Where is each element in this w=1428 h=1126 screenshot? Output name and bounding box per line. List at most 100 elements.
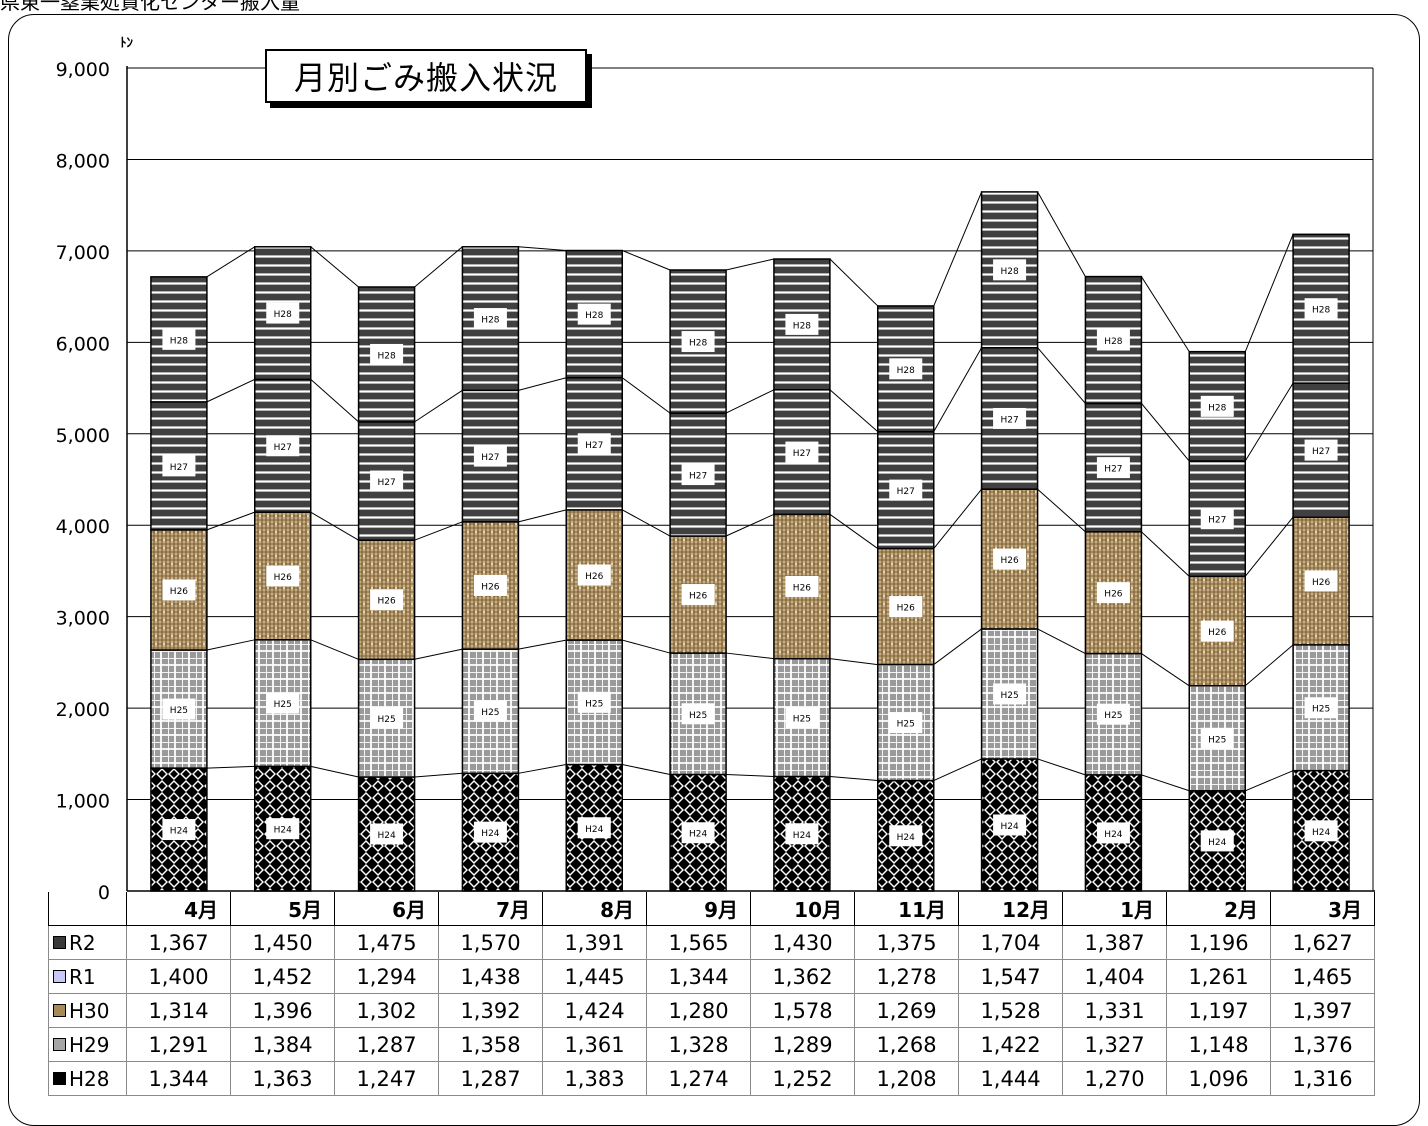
segment-label-box <box>1200 395 1234 417</box>
table-cell: 1,444 <box>958 1061 1063 1096</box>
table-row: R2 1,367 1,450 1,475 1,570 1,391 1,565 1,430 1,3… <box>48 925 1375 960</box>
segment-label: H27 <box>1312 447 1330 457</box>
y-tick-label: 3,000 <box>56 608 110 630</box>
table-row: R1 1,400 1,452 1,294 1,438 1,445 1,344 1,362 1,2… <box>48 959 1375 994</box>
series-line <box>933 191 983 307</box>
x-category-label: 11月 <box>854 892 959 926</box>
segment-label-box <box>889 825 923 847</box>
segment-label: H24 <box>1104 830 1122 840</box>
table-cell: 1,424 <box>542 993 647 1028</box>
segment-label: H28 <box>377 351 395 361</box>
series-line <box>1037 758 1086 776</box>
segment-label-box <box>370 470 404 492</box>
series-line <box>310 378 359 423</box>
series-line <box>414 389 463 423</box>
segment-label: H26 <box>897 604 915 614</box>
segment-label: H28 <box>585 311 603 321</box>
segment-label-box <box>785 313 819 335</box>
x-category-label: 1月 <box>1062 892 1167 926</box>
segment-label-box <box>577 817 611 839</box>
segment-label: H28 <box>793 321 811 331</box>
series-line <box>1141 653 1190 687</box>
table-row: H28 1,344 1,363 1,247 1,287 1,383 1,274 1,252 1,… <box>48 1061 1375 1096</box>
series-line <box>621 377 671 414</box>
table-corner <box>48 892 127 926</box>
series-line <box>206 246 256 278</box>
table-cell: 1,280 <box>646 993 751 1028</box>
x-category-label: 7月 <box>438 892 543 926</box>
segment-label-box <box>993 259 1027 281</box>
segment-label-box <box>785 823 819 845</box>
table-cell: 1,302 <box>334 993 439 1028</box>
series-line <box>1037 488 1086 533</box>
table-cell: 1,465 <box>1270 959 1375 994</box>
series-line <box>206 639 255 651</box>
table-cell: 1,445 <box>542 959 647 994</box>
table-cell: 1,274 <box>646 1061 751 1096</box>
table-cell: 1,565 <box>646 925 751 960</box>
legend-swatch <box>53 935 66 949</box>
segment-label: H24 <box>1312 828 1330 838</box>
segment-label: H28 <box>274 310 292 320</box>
series-line <box>829 389 879 433</box>
series-line <box>518 377 567 391</box>
series-line <box>414 246 463 288</box>
series-line <box>829 658 878 666</box>
legend-swatch <box>53 969 66 983</box>
series-line <box>518 246 567 252</box>
table-cell: 1,475 <box>334 925 439 960</box>
segment-label: H28 <box>481 316 499 326</box>
segment-label-box <box>681 331 715 353</box>
table-cell: 1,196 <box>1166 925 1271 960</box>
segment-label-box <box>1304 820 1338 842</box>
series-line <box>414 521 463 541</box>
segment-label: H27 <box>1000 415 1018 425</box>
segment-label: H24 <box>793 831 811 841</box>
segment-label: H26 <box>274 573 292 583</box>
segment-label-box <box>266 565 300 587</box>
series-line <box>1037 628 1086 654</box>
segment-label: H26 <box>1208 628 1226 638</box>
segment-label-box <box>889 358 923 380</box>
table-cell: 1,383 <box>542 1061 647 1096</box>
series-line <box>206 765 255 769</box>
legend-swatch <box>53 1037 66 1051</box>
segment-label-box <box>370 343 404 365</box>
segment-label: H28 <box>1000 267 1018 277</box>
segment-label: H25 <box>170 706 188 716</box>
segment-label-box <box>577 691 611 713</box>
segment-label: H26 <box>1312 578 1330 588</box>
segment-label-box <box>1304 570 1338 592</box>
table-cell: 1,392 <box>438 993 543 1028</box>
series-line <box>414 772 463 778</box>
segment-label: H24 <box>1208 838 1226 848</box>
x-category-label: 4月 <box>126 892 231 926</box>
table-cell: 1,289 <box>750 1027 855 1062</box>
table-cell: 1,400 <box>126 959 231 994</box>
segment-label-box <box>162 455 196 477</box>
data-table: 4月 5月 6月 7月 8月 9月 10月 11月 12月 1月 2月 3月 R2 1,367 1,450 1… <box>48 892 1375 1096</box>
table-cell: 1,367 <box>126 925 231 960</box>
segment-label-box <box>473 574 507 596</box>
table-row: H30 1,314 1,396 1,302 1,392 1,424 1,280 1,578 1,… <box>48 993 1375 1028</box>
series-line <box>829 776 878 782</box>
table-cell: 1,269 <box>854 993 959 1028</box>
segment-label: H25 <box>377 715 395 725</box>
series-line <box>414 648 463 660</box>
table-cell: 1,261 <box>1166 959 1271 994</box>
series-line <box>1141 531 1190 577</box>
segment-label: H24 <box>897 833 915 843</box>
y-tick-label: 4,000 <box>56 516 110 538</box>
segment-label-box <box>681 584 715 606</box>
table-cell: 1,268 <box>854 1027 959 1062</box>
series-line <box>1244 234 1294 352</box>
segment-label: H27 <box>897 487 915 497</box>
x-category-label: 5月 <box>230 892 335 926</box>
table-cell: 1,570 <box>438 925 543 960</box>
segment-label: H27 <box>1104 465 1122 475</box>
segment-label-box <box>370 707 404 729</box>
chart-title: 月別ごみ搬入状況 <box>265 49 587 103</box>
x-category-label: 9月 <box>646 892 751 926</box>
segment-label: H28 <box>689 339 707 349</box>
series-line <box>1140 276 1190 352</box>
